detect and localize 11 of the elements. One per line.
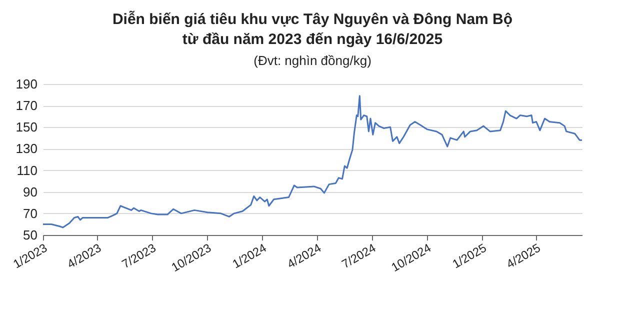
y-tick-label: 90	[23, 184, 38, 200]
y-tick-label: 190	[16, 76, 38, 92]
y-tick-label: 50	[23, 228, 38, 242]
y-tick-label: 170	[16, 98, 38, 114]
line-series	[42, 95, 583, 228]
y-tick-label: 130	[16, 141, 38, 156]
y-tick-label: 110	[16, 162, 38, 178]
y-tick-label: 150	[16, 120, 38, 135]
chart-subtitle: (Đvt: nghìn đồng/kg)	[254, 53, 372, 68]
y-tick-label: 70	[23, 206, 38, 221]
chart-title: Diễn biến giá tiêu khu vực Tây Nguyên và Đông Nam Bộ từ đầu năm 2023 đến ngày 16/6/2025	[112, 10, 513, 48]
